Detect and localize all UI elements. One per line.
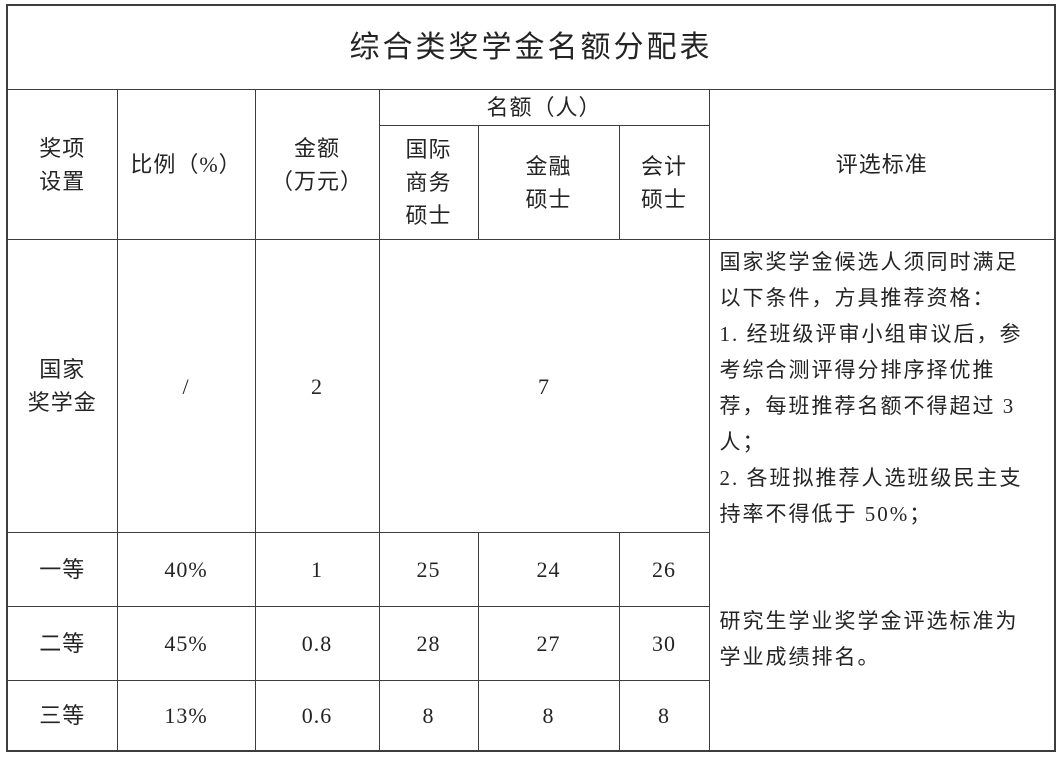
header-program-finance: 金融 硕士 <box>477 125 620 240</box>
cell-tier1-quota-accounting: 26 <box>618 532 710 607</box>
cell-tier1-award: 一等 <box>6 532 118 607</box>
table-title: 综合类奖学金名额分配表 <box>6 4 1056 90</box>
header-ratio: 比例（%） <box>116 89 256 240</box>
cell-national-award: 国家 奖学金 <box>6 239 118 533</box>
criteria-content: 国家奖学金候选人须同时满足以下条件，方具推荐资格： 1. 经班级评审小组审议后，… <box>710 240 1055 750</box>
header-quota-group: 名额（人） <box>378 89 710 126</box>
scholarship-allocation-table: 综合类奖学金名额分配表 奖项 设置 比例（%） 金额 （万元） 名额（人） 评选… <box>6 4 1057 752</box>
cell-national-ratio: / <box>116 239 256 533</box>
header-award-setting: 奖项 设置 <box>6 89 118 240</box>
criteria-national-text: 国家奖学金候选人须同时满足以下条件，方具推荐资格： 1. 经班级评审小组审议后，… <box>719 250 1023 526</box>
cell-tier2-quota-ib: 28 <box>378 606 479 681</box>
cell-national-quota-total: 7 <box>378 239 710 533</box>
cell-tier2-quota-accounting: 30 <box>618 606 710 681</box>
cell-tier1-ratio: 40% <box>116 532 256 607</box>
cell-tier3-quota-ib: 8 <box>378 680 479 752</box>
criteria-academic-wrap: 研究生学业奖学金评选标准为学业成绩排名。 <box>720 532 1037 746</box>
cell-tier1-quota-ib: 25 <box>378 532 479 607</box>
cell-criteria: 国家奖学金候选人须同时满足以下条件，方具推荐资格： 1. 经班级评审小组审议后，… <box>708 239 1056 752</box>
header-criteria: 评选标准 <box>708 89 1056 240</box>
table-row: 国家 奖学金 / 2 7 国家奖学金候选人须同时满足以下条件，方具推荐资格： 1… <box>6 239 1056 752</box>
header-program-accounting: 会计 硕士 <box>618 125 710 240</box>
cell-tier3-amount: 0.6 <box>254 680 380 752</box>
cell-tier2-amount: 0.8 <box>254 606 380 681</box>
table-row: 二等 45% 0.8 28 27 30 <box>6 606 1055 681</box>
cell-tier3-quota-accounting: 8 <box>618 680 710 752</box>
cell-tier3-award: 三等 <box>6 680 118 752</box>
cell-tier3-ratio: 13% <box>116 680 256 752</box>
cell-tier1-amount: 1 <box>254 532 380 607</box>
cell-national-amount: 2 <box>254 239 380 533</box>
header-program-international-business: 国际 商务 硕士 <box>378 125 479 240</box>
cell-tier3-quota-finance: 8 <box>477 680 620 752</box>
header-amount: 金额 （万元） <box>254 89 380 240</box>
cell-tier2-award: 二等 <box>6 606 118 681</box>
criteria-academic-text: 研究生学业奖学金评选标准为学业成绩排名。 <box>719 609 1019 669</box>
table-row: 三等 13% 0.6 8 8 8 <box>6 680 1055 752</box>
cell-tier2-quota-finance: 27 <box>477 606 620 681</box>
cell-tier2-ratio: 45% <box>116 606 256 681</box>
cell-tier1-quota-finance: 24 <box>477 532 620 607</box>
